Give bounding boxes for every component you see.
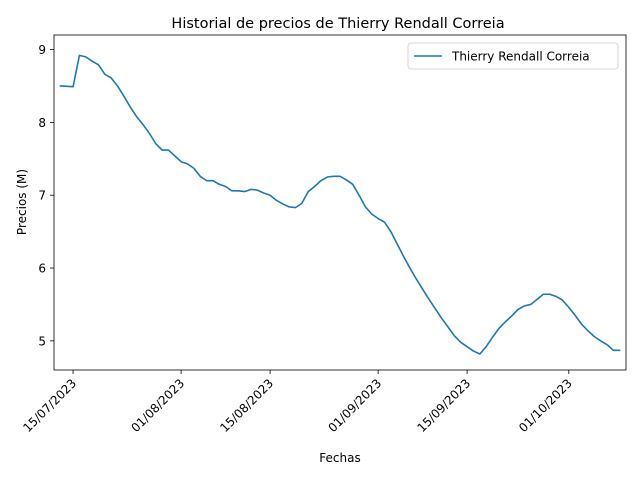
- y-tick-label: 9: [38, 43, 46, 57]
- y-axis-ticks: 5 6 7 8 9: [38, 43, 54, 348]
- chart-title: Historial de precios de Thierry Rendall …: [171, 16, 504, 32]
- y-tick-label: 6: [38, 262, 46, 276]
- y-tick-label: 7: [38, 189, 46, 203]
- y-tick-label: 8: [38, 116, 46, 130]
- legend-entry-label: Thierry Rendall Correia: [451, 50, 590, 64]
- plot-area: [54, 35, 626, 370]
- series-layer: [59, 54, 621, 355]
- series-line-0: [59, 54, 621, 355]
- y-tick-label: 5: [38, 334, 46, 348]
- y-axis-label: Precios (M): [15, 169, 29, 235]
- legend-box: [407, 42, 619, 70]
- legend: Thierry Rendall Correia: [407, 42, 619, 70]
- plot-frame: [53, 34, 627, 371]
- x-axis-label: Fechas: [319, 451, 360, 465]
